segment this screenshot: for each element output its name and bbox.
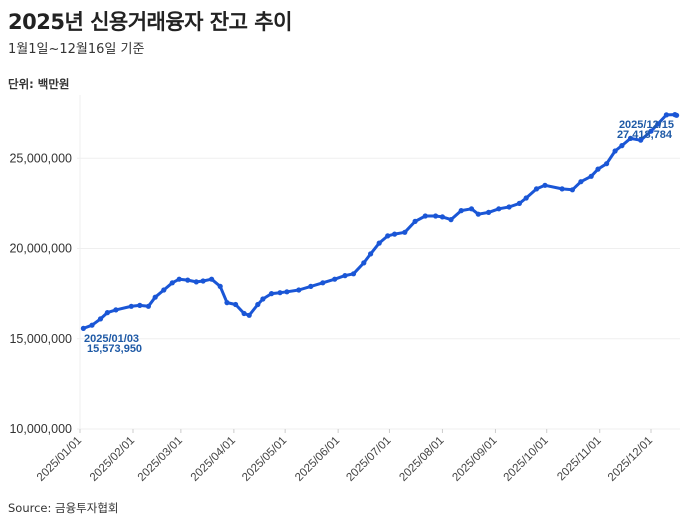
data-point [320,280,326,286]
data-point [468,206,475,212]
data-point [559,186,565,192]
data-point [233,301,239,308]
data-point [448,217,454,223]
data-point [308,283,314,289]
x-tick-label: 2025/12/01 [606,435,655,484]
data-series [80,112,680,331]
data-point [361,260,367,266]
x-tick-label: 2025/02/01 [88,435,137,484]
x-tick-label: 2025/04/01 [189,435,238,484]
data-point [674,112,680,118]
data-point [224,300,230,306]
data-point [284,289,290,295]
data-point [128,303,134,309]
data-point [200,278,206,284]
x-tick-label: 2025/03/01 [136,435,185,484]
data-point [176,276,182,282]
data-point [392,231,398,237]
x-tick-label: 2025/07/01 [344,435,393,484]
data-point [260,296,266,302]
data-point [152,294,158,300]
data-point [342,273,348,279]
y-axis: 10,000,000 15,000,000 20,000,000 25,000,000 [9,151,72,436]
series-line [81,113,679,330]
data-point [569,187,576,193]
annotation-start-value: 15,573,950 [87,343,142,355]
data-point [385,233,391,239]
data-point [89,322,95,328]
data-point [296,287,302,293]
data-point [627,135,634,141]
data-point [402,229,408,235]
data-point [655,121,661,127]
data-point [255,301,261,308]
data-point [80,325,86,331]
y-tick-label: 20,000,000 [9,242,72,256]
data-point [332,276,338,282]
data-point [169,280,175,286]
chart-subtitle: 1월1일~12월16일 기준 [8,42,145,57]
data-point [604,161,610,167]
data-point [578,179,584,185]
chart-title: 2025년 신용거래융자 잔고 추이 [8,10,292,34]
data-point [612,148,618,154]
data-point [638,137,644,143]
data-point [209,276,215,282]
data-point [475,211,481,217]
x-tick-label: 2025/05/01 [240,435,289,484]
data-point [104,310,110,316]
data-point [533,186,540,192]
data-point [241,310,247,317]
data-point [412,218,418,224]
data-point [648,128,654,134]
data-point [161,287,167,293]
data-point [246,312,252,318]
data-point [113,307,119,313]
annotation-end-value: 27,418,784 [617,129,673,141]
x-tick-label: 2025/10/01 [502,435,551,484]
data-point [368,251,374,257]
x-tick-label: 2025/11/01 [555,435,604,484]
x-tick-label: 2025/01/01 [35,435,84,484]
data-point [439,214,445,220]
data-point [433,213,439,219]
data-point [506,204,512,210]
data-point [350,271,357,277]
y-tick-label: 10,000,000 [9,422,72,436]
data-point [193,279,199,285]
source-note: Source: 금융투자협회 [8,501,119,515]
data-point [458,208,464,214]
data-point [145,303,151,309]
data-point [542,182,548,188]
data-point [523,195,529,201]
x-tick-label: 2025/06/01 [293,435,342,484]
y-tick-label: 25,000,000 [9,151,72,165]
data-point [376,240,382,246]
data-point [217,283,223,289]
x-tick-label: 2025/09/01 [450,435,499,484]
data-point [268,291,275,297]
data-point [97,316,104,322]
data-point [486,209,492,215]
data-point [619,143,625,149]
data-point [663,112,670,118]
data-point [422,213,428,219]
data-point [516,200,523,206]
y-tick-label: 15,000,000 [9,332,72,346]
unit-label: 단위: 백만원 [8,77,70,91]
x-tick-label: 2025/08/01 [397,435,446,484]
data-point [277,290,283,296]
annotation-start-date: 2025/01/03 [84,333,139,345]
data-point [496,206,502,212]
data-point [137,302,143,308]
data-point [185,277,191,283]
data-point [588,173,594,179]
annotation-end-date: 2025/12/15 [619,119,674,131]
grid-lines [77,95,680,430]
data-point [595,166,601,172]
